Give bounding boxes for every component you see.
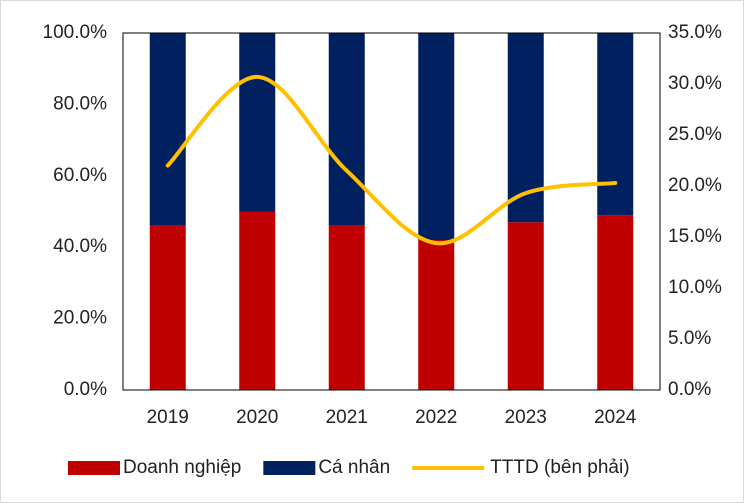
line — [165, 74, 618, 246]
bar — [418, 33, 455, 241]
x-tick-label: 2022 — [415, 407, 457, 428]
bar — [239, 33, 276, 212]
bar — [239, 211, 276, 390]
y-tick-label: 60.0% — [53, 165, 107, 186]
bar — [418, 240, 455, 390]
y-tick-label: 100.0% — [43, 22, 108, 43]
plot-frame — [122, 32, 661, 391]
bar — [328, 33, 365, 226]
bar — [597, 215, 634, 390]
legend-label: TTTD (bên phải) — [490, 457, 629, 478]
bar — [507, 222, 544, 390]
legend-swatch — [68, 461, 120, 475]
x-tick-label: 2021 — [326, 407, 368, 428]
legend-label: Cá nhân — [318, 457, 390, 478]
y-tick-label: 40.0% — [53, 236, 107, 257]
y-tick-label: 0.0% — [64, 379, 107, 400]
bar — [149, 33, 186, 226]
y-tick-label: 80.0% — [53, 93, 107, 114]
y2-tick-label: 30.0% — [668, 73, 722, 94]
x-tick-label: 2024 — [594, 407, 637, 428]
y-tick-label: 20.0% — [53, 308, 107, 329]
legend-swatch — [263, 461, 316, 475]
bar — [597, 33, 634, 216]
bar — [328, 225, 365, 390]
x-tick-label: 2019 — [147, 407, 189, 428]
y2-tick-label: 20.0% — [668, 175, 722, 196]
bar — [149, 225, 186, 390]
y2-tick-label: 25.0% — [668, 124, 722, 145]
y2-tick-label: 10.0% — [668, 277, 722, 298]
y2-tick-label: 0.0% — [668, 379, 711, 400]
y2-tick-label: 15.0% — [668, 226, 722, 247]
legend-label: Doanh nghiệp — [123, 457, 241, 478]
y2-tick-label: 35.0% — [668, 22, 722, 43]
y2-tick-label: 5.0% — [668, 328, 711, 349]
x-tick-label: 2020 — [236, 407, 278, 428]
x-tick-label: 2023 — [505, 407, 547, 428]
